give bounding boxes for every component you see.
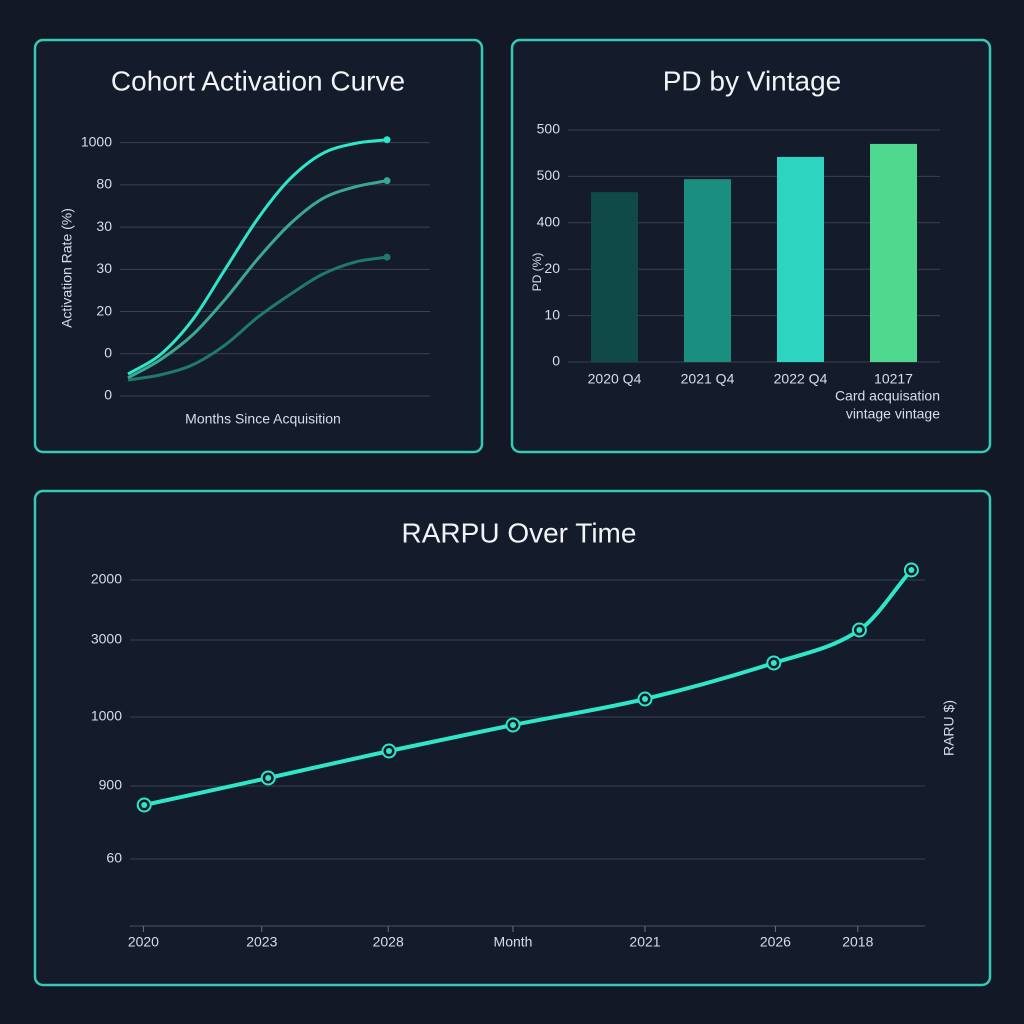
point-dot (770, 660, 777, 666)
end-marker (383, 136, 391, 144)
x-axis-label: vintage vintage (846, 406, 940, 422)
series-line (127, 255, 388, 382)
y-tick-label: 3000 (91, 631, 122, 647)
end-marker (383, 177, 391, 185)
x-tick-label: 10217 (874, 371, 913, 387)
point-dot (510, 722, 516, 728)
series-line (127, 138, 388, 376)
bar (684, 179, 731, 362)
card (33, 38, 484, 454)
chart-title: RARPU Over Time (402, 517, 637, 548)
y-tick-label: 0 (552, 353, 560, 369)
y-axis-label: PD (%) (530, 253, 544, 292)
y-tick-label: 2000 (91, 571, 122, 587)
y-tick-label: 80 (96, 176, 112, 192)
y-tick-label: 20 (96, 302, 112, 318)
x-axis-label: Months Since Acquisition (185, 411, 341, 427)
y-tick-label: 20 (544, 260, 560, 276)
y-axis-label: Activation Rate (%) (59, 208, 75, 328)
x-tick-label: 2026 (760, 934, 791, 950)
x-tick-label: 2021 (629, 934, 660, 950)
bar (591, 192, 638, 362)
point-dot (386, 748, 392, 754)
point-dot (265, 775, 272, 781)
x-tick-label: 2020 Q4 (588, 371, 642, 387)
bar (777, 156, 824, 362)
point-dot (908, 567, 915, 573)
y-tick-label: 10 (544, 306, 560, 322)
card (33, 489, 992, 987)
point-dot (642, 696, 648, 702)
series-line (127, 179, 388, 380)
y-tick-label: 500 (537, 167, 561, 183)
x-tick-label: 2020 (128, 934, 159, 950)
x-tick-label: 2022 Q4 (774, 371, 828, 387)
y-tick-label: 1000 (81, 133, 112, 149)
x-tick-label: 2018 (842, 934, 873, 950)
y-tick-label: 0 (104, 387, 112, 403)
point-dot (856, 627, 863, 633)
y-tick-label: 1000 (91, 708, 122, 724)
x-axis-label: Card acquisation (835, 388, 940, 404)
x-tick-label: Month (494, 934, 533, 950)
bar (870, 143, 917, 362)
x-tick-label: 2021 Q4 (681, 371, 735, 387)
y-tick-label: 60 (106, 850, 122, 866)
x-tick-label: 2023 (246, 934, 277, 950)
x-tick-label: 2028 (373, 934, 404, 950)
y-tick-label: 0 (104, 344, 112, 360)
y-tick-label: 900 (99, 777, 123, 793)
end-marker (383, 253, 391, 261)
chart-title: PD by Vintage (663, 65, 842, 96)
y-tick-label: 400 (537, 214, 561, 230)
y-tick-label: 30 (96, 218, 112, 234)
y-tick-label: 500 (537, 121, 561, 137)
y-tick-label: 30 (96, 260, 112, 276)
chart-title: Cohort Activation Curve (111, 65, 405, 96)
y-axis-label: RARU $) (941, 700, 957, 756)
point-dot (141, 802, 148, 808)
